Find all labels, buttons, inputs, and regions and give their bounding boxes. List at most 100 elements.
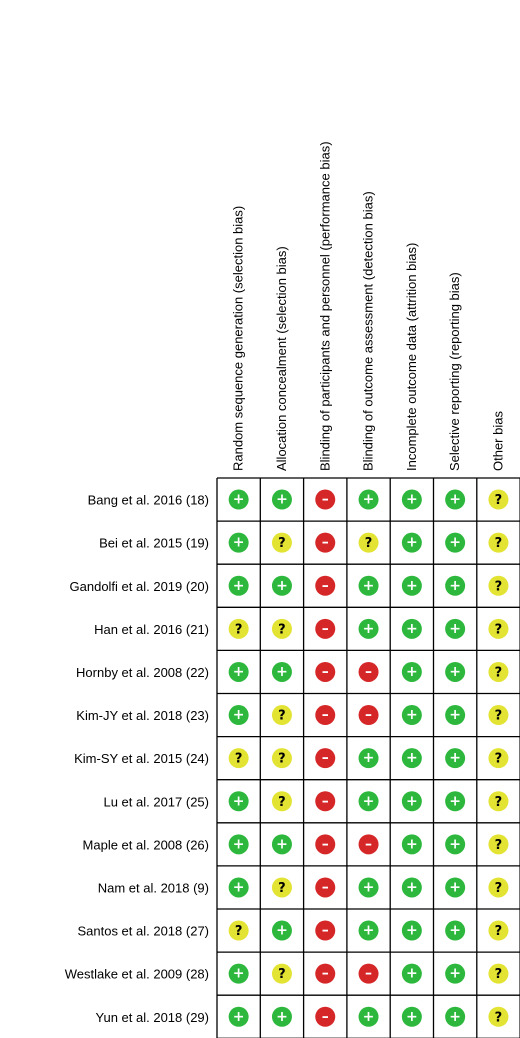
study-labels: Bang et al. 2016 (18) Bei et al. 2015 (19… [65, 493, 209, 1025]
rating-symbol: + [233, 879, 245, 895]
high-risk-mark: – [358, 963, 379, 984]
unclear-risk-mark: ? [488, 661, 509, 682]
rating-symbol: + [449, 879, 461, 895]
rating-symbol: ? [278, 752, 286, 767]
low-risk-mark: + [401, 532, 422, 553]
low-risk-mark: + [228, 575, 249, 596]
low-risk-mark: + [358, 575, 379, 596]
rating-symbol: + [406, 664, 418, 680]
low-risk-mark: + [228, 877, 249, 898]
column-header: Other bias [490, 411, 505, 471]
rating-symbol: + [449, 836, 461, 852]
rating-symbol: + [233, 492, 245, 508]
unclear-risk-mark: ? [271, 877, 292, 898]
rating-symbol: + [276, 836, 288, 852]
high-risk-mark: – [315, 575, 336, 596]
rating-symbol: + [449, 1009, 461, 1025]
low-risk-mark: + [445, 661, 466, 682]
unclear-risk-mark: ? [488, 618, 509, 639]
rating-symbol: ? [235, 622, 243, 637]
low-risk-mark: + [445, 834, 466, 855]
low-risk-mark: + [445, 705, 466, 726]
unclear-risk-mark: ? [488, 489, 509, 510]
rating-symbol: ? [495, 967, 503, 982]
low-risk-mark: + [358, 1006, 379, 1027]
rating-symbol: – [322, 1009, 329, 1025]
rating-symbol: ? [278, 881, 286, 896]
low-risk-mark: + [271, 1006, 292, 1027]
high-risk-mark: – [315, 661, 336, 682]
rating-symbol: – [322, 836, 329, 852]
rating-symbol: + [406, 793, 418, 809]
rating-symbol: + [406, 535, 418, 551]
rating-symbol: + [406, 1009, 418, 1025]
low-risk-mark: + [445, 748, 466, 769]
rating-symbol: + [363, 492, 375, 508]
low-risk-mark: + [401, 575, 422, 596]
rating-symbol: ? [235, 924, 243, 939]
low-risk-mark: + [445, 877, 466, 898]
low-risk-mark: + [358, 877, 379, 898]
rating-symbol: + [276, 1009, 288, 1025]
rating-symbol: ? [495, 924, 503, 939]
rating-symbol: – [322, 621, 329, 637]
column-header: Blinding of outcome assessment (detectio… [361, 191, 376, 471]
low-risk-mark: + [358, 920, 379, 941]
rating-symbol: + [233, 966, 245, 982]
unclear-risk-mark: ? [488, 575, 509, 596]
low-risk-mark: + [228, 661, 249, 682]
rating-symbol: + [449, 707, 461, 723]
column-header: Selective reporting (reporting bias) [447, 272, 462, 471]
study-label: Bang et al. 2016 (18) [88, 493, 209, 508]
high-risk-mark: – [315, 705, 336, 726]
study-label: Han et al. 2016 (21) [94, 622, 209, 637]
rating-symbol: ? [365, 536, 373, 551]
high-risk-mark: – [315, 920, 336, 941]
rating-symbol: + [363, 923, 375, 939]
rating-symbol: ? [278, 967, 286, 982]
rating-symbol: – [322, 923, 329, 939]
rating-symbol: + [406, 707, 418, 723]
low-risk-mark: + [358, 791, 379, 812]
rating-symbol: + [406, 578, 418, 594]
rating-symbol: + [233, 1009, 245, 1025]
unclear-risk-mark: ? [488, 963, 509, 984]
low-risk-mark: + [445, 1006, 466, 1027]
high-risk-mark: – [358, 834, 379, 855]
study-label: Kim-JY et al. 2018 (23) [76, 708, 209, 723]
high-risk-mark: – [315, 791, 336, 812]
unclear-risk-mark: ? [488, 834, 509, 855]
low-risk-mark: + [358, 489, 379, 510]
rating-symbol: – [322, 966, 329, 982]
study-label: Kim-SY et al. 2015 (24) [74, 751, 209, 766]
rating-symbol: + [233, 707, 245, 723]
rating-symbol: ? [495, 622, 503, 637]
rating-symbol: + [363, 879, 375, 895]
rating-symbol: + [233, 578, 245, 594]
high-risk-mark: – [358, 705, 379, 726]
unclear-risk-mark: ? [488, 532, 509, 553]
low-risk-mark: + [228, 532, 249, 553]
rating-symbol: + [449, 621, 461, 637]
unclear-risk-mark: ? [271, 618, 292, 639]
rating-symbol: ? [495, 709, 503, 724]
rating-symbol: ? [278, 622, 286, 637]
rating-symbol: ? [278, 536, 286, 551]
rating-symbol: – [322, 707, 329, 723]
low-risk-mark: + [401, 618, 422, 639]
study-label: Santos et al. 2018 (27) [77, 924, 209, 939]
unclear-risk-mark: ? [271, 748, 292, 769]
rating-symbol: – [322, 535, 329, 551]
low-risk-mark: + [271, 834, 292, 855]
unclear-risk-mark: ? [488, 705, 509, 726]
low-risk-mark: + [271, 575, 292, 596]
low-risk-mark: + [358, 748, 379, 769]
low-risk-mark: + [401, 920, 422, 941]
unclear-risk-mark: ? [228, 920, 249, 941]
low-risk-mark: + [445, 791, 466, 812]
rating-symbol: + [406, 621, 418, 637]
study-label: Hornby et al. 2008 (22) [76, 665, 209, 680]
column-headers: Random sequence generation (selection bi… [231, 141, 506, 471]
unclear-risk-mark: ? [358, 532, 379, 553]
